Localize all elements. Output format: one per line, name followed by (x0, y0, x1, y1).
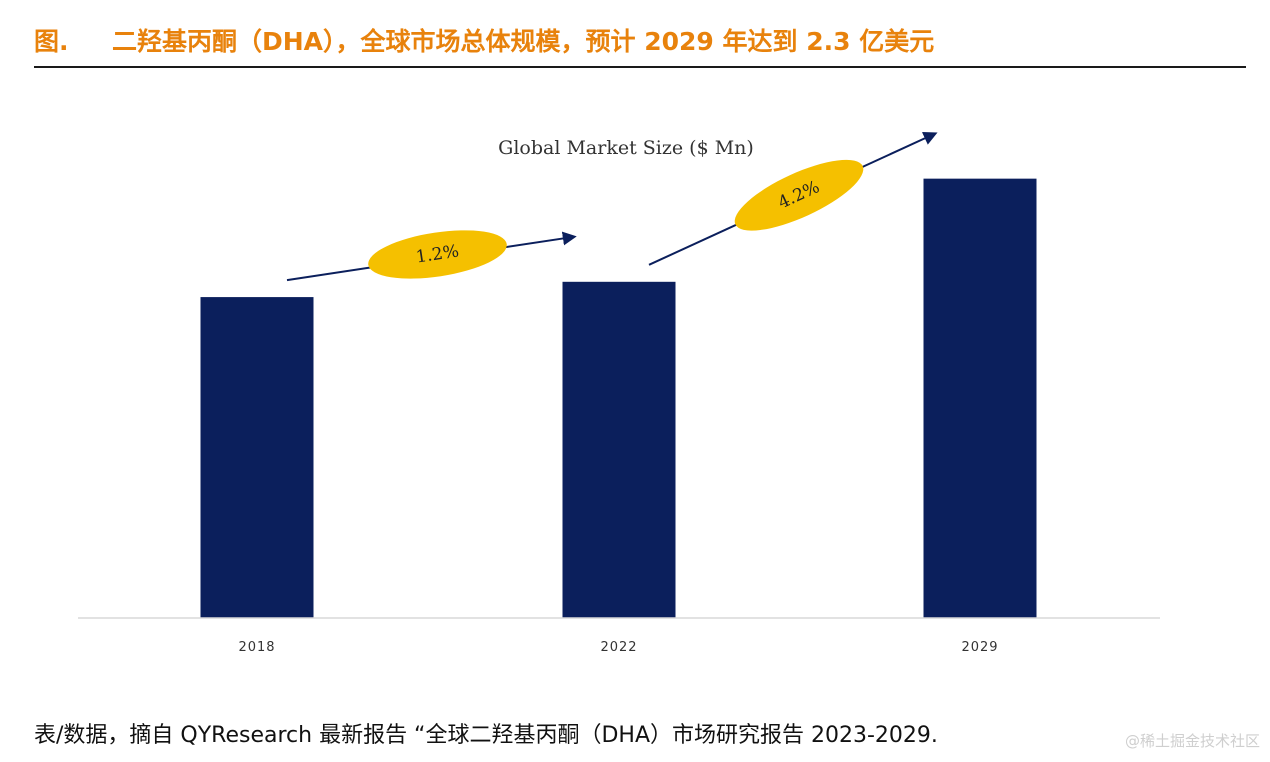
bar-2018 (200, 297, 314, 618)
figure-title: 图. 二羟基丙酮（DHA），全球市场总体规模，预计 2029 年达到 2.3 亿美… (34, 22, 1244, 62)
growth-badge-shape-2 (734, 159, 864, 231)
growth-badge-shape-1 (368, 230, 507, 279)
bar-2022 (562, 281, 676, 618)
growth-badge-2: 4.2% (734, 159, 864, 231)
watermark: @稀土掘金技术社区 (1124, 732, 1260, 750)
source-note: 表/数据，摘自 QYResearch 最新报告 “全球二羟基丙酮（DHA）市场研… (34, 723, 938, 748)
x-tick-2029: 2029 (961, 640, 998, 655)
figure-label: 图. (34, 27, 69, 56)
bars-layer (200, 178, 1037, 618)
x-tick-2022: 2022 (600, 640, 637, 655)
x-axis-ticks: 2018 2022 2029 (238, 640, 998, 655)
growth-annotations: 1.2% 4.2% (286, 131, 938, 282)
bar-2029 (923, 178, 1037, 618)
title-divider (34, 66, 1246, 68)
x-tick-2018: 2018 (238, 640, 275, 655)
chart-title: Global Market Size ($ Mn) (498, 137, 754, 159)
figure-title-text: 二羟基丙酮（DHA），全球市场总体规模，预计 2029 年达到 2.3 亿美元 (112, 27, 935, 56)
growth-badge-1: 1.2% (368, 230, 507, 279)
bar-chart: Global Market Size ($ Mn) 2018 2022 2029 1… (78, 131, 1160, 655)
